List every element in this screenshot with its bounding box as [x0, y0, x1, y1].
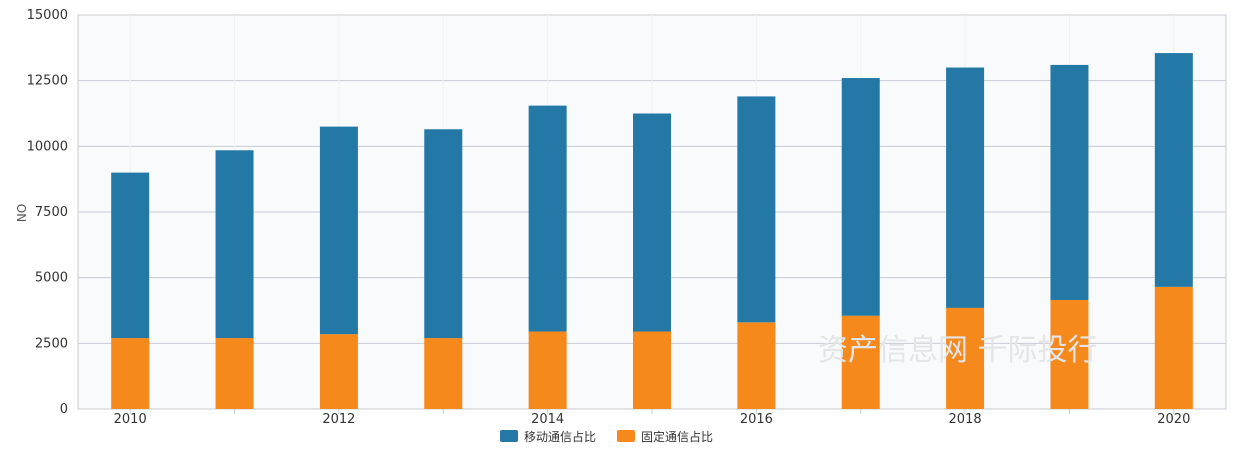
bar-segment[interactable]: [528, 105, 567, 332]
bar-segment[interactable]: [111, 172, 150, 339]
y-tick-label: 5000: [35, 271, 68, 286]
y-axis-ticks: 0 2500 5000 7500 10000 12500 15000: [27, 8, 68, 417]
bar-segment[interactable]: [215, 338, 254, 409]
legend-item[interactable]: 固定通信占比: [617, 429, 713, 444]
legend-label: 固定通信占比: [641, 429, 713, 444]
y-tick-label: 15000: [27, 8, 68, 23]
legend-swatch: [500, 430, 518, 442]
bar-segment[interactable]: [424, 129, 463, 339]
y-tick-label: 0: [60, 402, 68, 417]
x-tick-label: 2012: [322, 412, 355, 427]
bar-segment[interactable]: [946, 67, 985, 308]
x-tick-label: 2018: [949, 412, 982, 427]
x-tick-label: 2014: [531, 412, 564, 427]
bar-segment[interactable]: [633, 113, 671, 332]
bar-segment[interactable]: [946, 307, 985, 409]
legend-item[interactable]: 移动通信占比: [500, 429, 596, 444]
x-tick-label: 2010: [114, 412, 147, 427]
y-axis-label: ON: [14, 204, 28, 222]
bar-segment[interactable]: [528, 331, 567, 409]
bars: [111, 53, 1193, 409]
legend-label: 移动通信占比: [524, 429, 596, 444]
bar-segment[interactable]: [737, 96, 776, 323]
y-tick-label: 12500: [27, 74, 68, 89]
bar-segment[interactable]: [1050, 64, 1089, 300]
legend: 移动通信占比 固定通信占比: [500, 429, 713, 444]
bar-segment[interactable]: [1154, 286, 1193, 409]
bar-segment[interactable]: [319, 334, 358, 409]
bar-segment[interactable]: [424, 338, 463, 409]
bar-segment[interactable]: [1154, 53, 1193, 287]
bar-segment[interactable]: [737, 322, 776, 409]
x-tick-label: 2020: [1157, 412, 1190, 427]
bar-segment[interactable]: [215, 150, 254, 339]
bar-segment[interactable]: [111, 338, 150, 409]
x-tick-label: 2016: [740, 412, 773, 427]
bar-segment[interactable]: [319, 126, 358, 335]
bar-segment[interactable]: [633, 331, 671, 409]
x-axis-ticks: 2010 2012 2014 2016 2018 2020: [114, 409, 1190, 427]
y-tick-label: 10000: [27, 139, 68, 154]
bar-segment[interactable]: [841, 78, 880, 316]
watermark-text: 资产信息网 千际投行: [818, 333, 1098, 368]
y-tick-label: 7500: [35, 205, 68, 220]
y-tick-label: 2500: [35, 336, 68, 351]
legend-swatch: [617, 430, 635, 442]
bar-segment[interactable]: [1050, 299, 1089, 409]
bar-segment[interactable]: [841, 315, 880, 409]
